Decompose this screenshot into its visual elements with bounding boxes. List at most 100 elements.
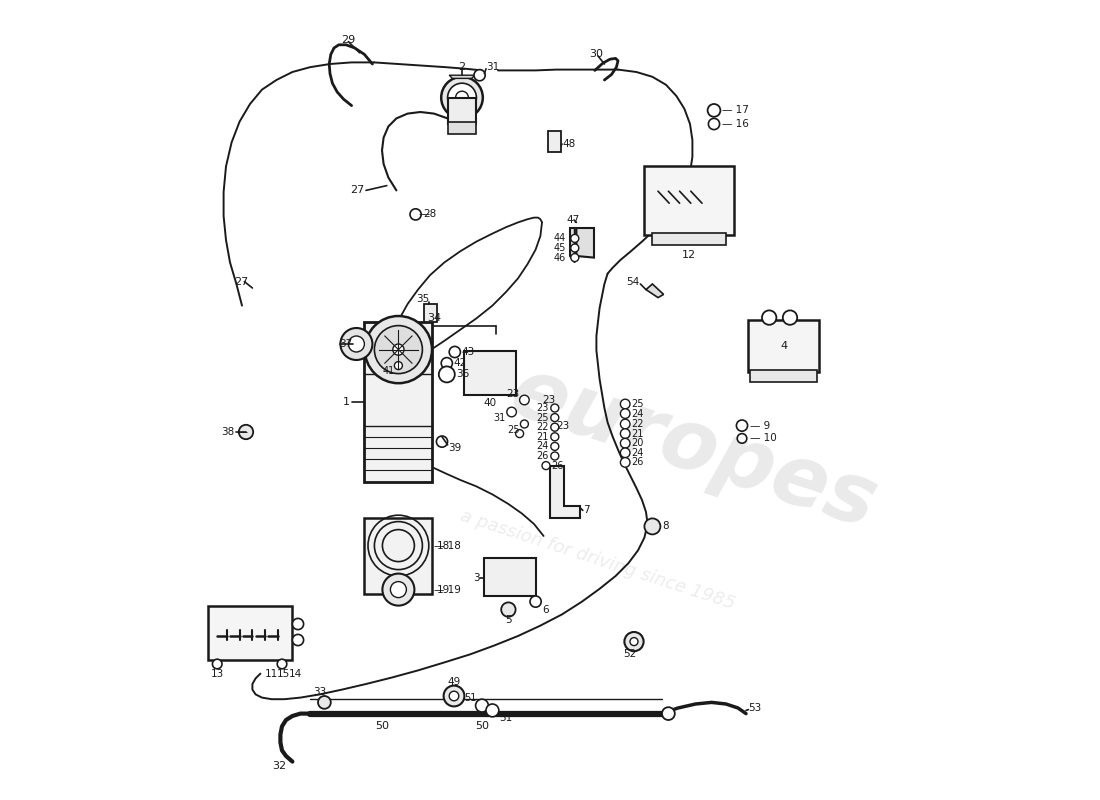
Circle shape xyxy=(443,686,464,706)
Text: 26: 26 xyxy=(551,461,564,470)
Text: — 10: — 10 xyxy=(750,434,777,443)
Circle shape xyxy=(340,328,373,360)
Circle shape xyxy=(783,310,798,325)
Circle shape xyxy=(318,696,331,709)
Text: 18: 18 xyxy=(437,541,450,550)
Circle shape xyxy=(441,358,452,369)
Circle shape xyxy=(620,409,630,418)
Text: 4: 4 xyxy=(780,342,788,351)
Bar xyxy=(364,322,432,482)
Text: 15: 15 xyxy=(277,670,290,679)
Circle shape xyxy=(349,336,364,352)
Text: 42: 42 xyxy=(453,358,466,368)
Text: 45: 45 xyxy=(553,243,566,253)
Circle shape xyxy=(551,423,559,431)
Circle shape xyxy=(737,434,747,443)
Circle shape xyxy=(448,83,476,112)
Text: 39: 39 xyxy=(449,443,462,453)
Text: 49: 49 xyxy=(448,677,461,686)
Circle shape xyxy=(551,452,559,460)
Text: 23: 23 xyxy=(542,395,556,405)
Circle shape xyxy=(542,462,550,470)
Text: 51: 51 xyxy=(498,714,512,723)
Circle shape xyxy=(393,344,404,355)
Circle shape xyxy=(293,634,304,646)
Text: 29: 29 xyxy=(341,35,355,45)
Text: 26: 26 xyxy=(536,451,549,461)
Text: 24: 24 xyxy=(631,409,644,418)
Text: 23: 23 xyxy=(536,403,549,413)
Text: 27: 27 xyxy=(350,186,364,195)
Circle shape xyxy=(502,602,516,617)
Text: 50: 50 xyxy=(475,722,490,731)
Text: — 19: — 19 xyxy=(434,585,461,594)
Bar xyxy=(208,606,292,660)
Circle shape xyxy=(620,399,630,409)
Text: 13: 13 xyxy=(210,670,223,679)
Bar xyxy=(448,98,476,124)
Circle shape xyxy=(620,438,630,448)
Circle shape xyxy=(620,448,630,458)
Text: — 16: — 16 xyxy=(722,119,749,129)
Polygon shape xyxy=(570,228,575,262)
Circle shape xyxy=(551,404,559,412)
Bar xyxy=(448,122,476,134)
Circle shape xyxy=(620,419,630,429)
Bar xyxy=(652,233,726,245)
Bar xyxy=(364,518,432,594)
Circle shape xyxy=(708,118,719,130)
Text: 14: 14 xyxy=(289,670,302,679)
Text: 34: 34 xyxy=(427,314,441,323)
Text: 44: 44 xyxy=(553,234,566,243)
Circle shape xyxy=(507,407,516,417)
Text: 32: 32 xyxy=(273,762,287,771)
Text: 23: 23 xyxy=(557,421,570,430)
Text: 11: 11 xyxy=(265,670,278,679)
Text: 47: 47 xyxy=(566,215,580,225)
Text: 23: 23 xyxy=(506,389,519,398)
Text: 53: 53 xyxy=(748,703,761,713)
Circle shape xyxy=(520,420,528,428)
Text: 52: 52 xyxy=(624,650,637,659)
Text: a passion for driving since 1985: a passion for driving since 1985 xyxy=(459,507,738,613)
Circle shape xyxy=(212,659,222,669)
Circle shape xyxy=(441,77,483,118)
Circle shape xyxy=(736,420,748,431)
Circle shape xyxy=(551,414,559,422)
Bar xyxy=(645,166,734,235)
Circle shape xyxy=(551,433,559,441)
Circle shape xyxy=(762,310,777,325)
Text: 6: 6 xyxy=(542,605,549,614)
Circle shape xyxy=(474,70,485,81)
Text: 25: 25 xyxy=(507,426,519,435)
Text: 31: 31 xyxy=(494,413,506,422)
Text: 21: 21 xyxy=(536,432,549,442)
Text: 21: 21 xyxy=(631,429,644,438)
Circle shape xyxy=(374,326,422,374)
Text: 8: 8 xyxy=(662,522,669,531)
Text: 24: 24 xyxy=(631,448,644,458)
Text: 12: 12 xyxy=(682,250,696,260)
Text: 25: 25 xyxy=(631,399,645,409)
Text: — 17: — 17 xyxy=(722,106,749,115)
Text: 20: 20 xyxy=(631,438,644,448)
Bar xyxy=(750,370,817,382)
Text: — 18: — 18 xyxy=(434,541,461,550)
Text: 48: 48 xyxy=(563,139,576,149)
Text: 40: 40 xyxy=(483,398,496,408)
Text: 54: 54 xyxy=(626,277,639,286)
Polygon shape xyxy=(646,284,663,298)
Circle shape xyxy=(630,638,638,646)
Circle shape xyxy=(439,366,454,382)
Circle shape xyxy=(571,244,579,252)
Circle shape xyxy=(645,518,660,534)
Text: 5: 5 xyxy=(505,615,512,625)
Text: 37: 37 xyxy=(339,339,352,349)
Text: 28: 28 xyxy=(424,210,437,219)
Circle shape xyxy=(475,699,488,712)
Circle shape xyxy=(519,395,529,405)
Circle shape xyxy=(625,632,644,651)
Text: 38: 38 xyxy=(221,427,234,437)
Text: 2: 2 xyxy=(459,62,465,72)
Text: 7: 7 xyxy=(584,506,591,515)
